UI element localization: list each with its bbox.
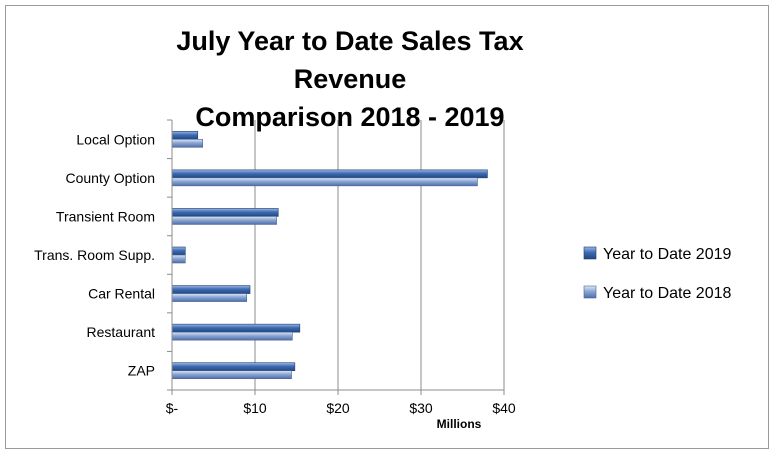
legend-label: Year to Date 2018: [603, 285, 732, 302]
x-tick-label: $10: [243, 400, 267, 416]
chart-frame: [5, 5, 769, 449]
x-tick-label: $-: [166, 400, 179, 416]
legend: Year to Date 2019 Year to Date 2018: [583, 246, 732, 302]
x-tick-label: $40: [492, 400, 516, 416]
category-label: Restaurant: [87, 324, 156, 340]
category-label: ZAP: [128, 363, 155, 379]
bar-2018: [171, 254, 186, 264]
bar-2018: [171, 331, 293, 341]
x-axis-label: Millions: [437, 417, 482, 431]
category-label: Transient Room: [56, 208, 155, 224]
bar-2018: [171, 216, 277, 225]
chart-title-line2: Comparison 2018 - 2019: [195, 102, 505, 132]
bar-2018: [171, 138, 204, 148]
bar-2019: [171, 246, 186, 256]
x-tick-label: $30: [409, 400, 433, 416]
bar-2018: [171, 370, 292, 380]
bar-2018: [171, 293, 247, 302]
chart-title: July Year to Date Sales Tax Revenue Comp…: [130, 22, 570, 136]
bar-2019: [171, 323, 301, 333]
bar-2019: [171, 130, 199, 140]
legend-swatch: [583, 285, 597, 299]
bar-2019: [171, 208, 279, 217]
category-label: Local Option: [76, 131, 155, 147]
category-label: Car Rental: [88, 286, 155, 302]
bar-2018: [171, 177, 478, 187]
category-label: Trans. Room Supp.: [34, 247, 155, 263]
legend-label: Year to Date 2019: [603, 246, 732, 263]
bar-2019: [171, 285, 251, 294]
bar-2019: [171, 362, 296, 372]
x-tick-label: $20: [326, 400, 350, 416]
bar-2019: [171, 169, 488, 179]
legend-swatch: [583, 246, 597, 260]
category-label: County Option: [66, 170, 156, 186]
chart-title-line1: July Year to Date Sales Tax Revenue: [176, 26, 524, 94]
